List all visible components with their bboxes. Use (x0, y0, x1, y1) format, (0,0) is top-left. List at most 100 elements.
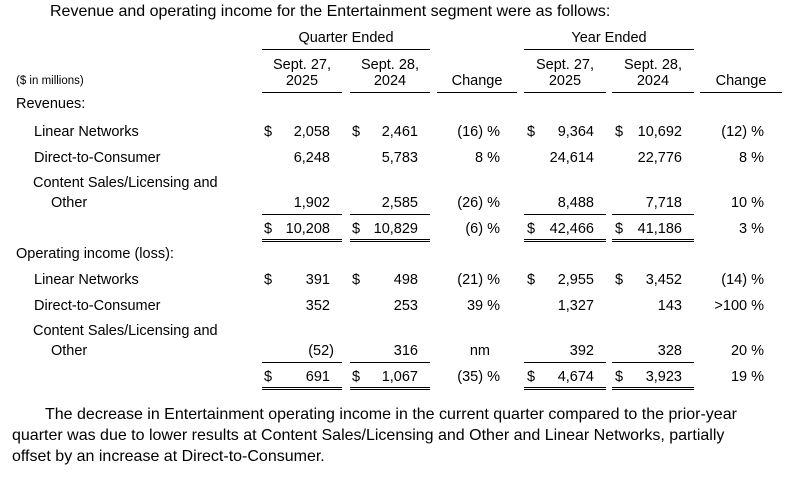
cell-y2024-total: 41,186 (637, 221, 682, 237)
cell-y2024: 143 (657, 298, 682, 314)
currency-symbol: $ (527, 124, 536, 140)
total-double-rule (350, 387, 430, 390)
col-header-y2025: Sept. 27, 2025 (535, 57, 595, 89)
cell-q2025: 2,058 (293, 124, 330, 140)
currency-symbol: $ (352, 369, 361, 385)
cell-y-change: 8 % (739, 150, 764, 166)
col-header-y2024: Sept. 28, 2024 (623, 57, 683, 89)
cell-q2025: (52) (308, 343, 334, 359)
currency-symbol: $ (264, 221, 273, 237)
cell-y-change: 20 % (730, 343, 764, 359)
subtotal-rule (524, 214, 606, 215)
paragraph-line: quarter was due to lower results at Cont… (12, 427, 725, 444)
cell-y2025: 1,327 (557, 298, 594, 314)
subtotal-rule (524, 362, 606, 363)
col-rule (350, 92, 430, 93)
cell-q2024: 498 (393, 272, 418, 288)
currency-symbol: $ (527, 272, 536, 288)
cell-q-change: (16) % (457, 124, 500, 140)
cell-y2024: 328 (657, 343, 682, 359)
cell-y2024: 7,718 (645, 195, 682, 211)
col-header-y-change: Change (715, 73, 767, 89)
row-label: Linear Networks (34, 272, 139, 288)
cell-y2025-total: 42,466 (549, 221, 594, 237)
subtotal-rule (262, 362, 342, 363)
cell-y2025-total: 4,674 (557, 369, 594, 385)
cell-y2025: 24,614 (549, 150, 594, 166)
col-header-q2024: Sept. 28, 2024 (360, 57, 420, 89)
explanatory-paragraph: The decrease in Entertainment operating … (12, 404, 787, 467)
cell-q-change-total: (6) % (465, 221, 500, 237)
currency-symbol: $ (615, 124, 624, 140)
cell-y-change: >100 % (714, 298, 764, 314)
currency-symbol: $ (527, 369, 536, 385)
col-rule (612, 92, 694, 93)
currency-symbol: $ (264, 124, 273, 140)
col-rule (437, 92, 517, 93)
cell-y2025: 8,488 (557, 195, 594, 211)
row-label: Direct-to-Consumer (34, 150, 161, 166)
cell-q2024-total: 10,829 (373, 221, 418, 237)
total-double-rule (262, 239, 342, 242)
cell-q-change: (21) % (457, 272, 500, 288)
col-rule (262, 92, 342, 93)
subtotal-rule (350, 362, 430, 363)
currency-symbol: $ (615, 272, 624, 288)
col-rule (700, 92, 782, 93)
cell-y2024: 22,776 (637, 150, 682, 166)
paragraph-line: offset by an increase at Direct-to-Consu… (12, 448, 325, 465)
year-ended-header: Year Ended (571, 30, 647, 46)
cell-y-change: (14) % (721, 272, 764, 288)
section-revenues: Revenues: (16, 96, 86, 112)
cell-q2025: 391 (305, 272, 330, 288)
cell-y2025: 9,364 (557, 124, 594, 140)
currency-symbol: $ (264, 369, 273, 385)
currency-symbol: $ (352, 221, 361, 237)
cell-q-change: (26) % (457, 195, 500, 211)
cell-q2025: 1,902 (293, 195, 330, 211)
col-header-q-change: Change (451, 73, 503, 89)
cell-q-change: 8 % (475, 150, 500, 166)
row-label: Direct-to-Consumer (34, 298, 161, 314)
cell-y2024: 10,692 (637, 124, 682, 140)
subtotal-rule (612, 362, 694, 363)
row-label: Content Sales/Licensing and (33, 323, 218, 339)
total-double-rule (524, 239, 606, 242)
cell-y-change: 10 % (730, 195, 764, 211)
cell-q-change: nm (469, 343, 490, 359)
cell-q2024: 5,783 (381, 150, 418, 166)
currency-symbol: $ (615, 369, 624, 385)
cell-y2025: 392 (569, 343, 594, 359)
row-label: Content Sales/Licensing and (33, 175, 218, 191)
currency-symbol: $ (352, 272, 361, 288)
cell-q2025: 6,248 (293, 150, 330, 166)
cell-y2025: 2,955 (557, 272, 594, 288)
currency-symbol: $ (264, 272, 273, 288)
intro-text: Revenue and operating income for the Ent… (50, 3, 611, 20)
section-operating-income: Operating income (loss): (16, 246, 174, 262)
total-double-rule (350, 239, 430, 242)
quarter-header-rule (262, 49, 430, 50)
subtotal-rule (262, 214, 342, 215)
col-rule (524, 92, 606, 93)
cell-y-change: (12) % (721, 124, 764, 140)
total-double-rule (612, 239, 694, 242)
cell-q2024-total: 1,067 (381, 369, 418, 385)
cell-q2024: 253 (393, 298, 418, 314)
currency-symbol: $ (615, 221, 624, 237)
cell-q2025-total: 10,208 (285, 221, 330, 237)
cell-y-change-total: 19 % (730, 369, 764, 385)
col-header-q2025: Sept. 27, 2025 (272, 57, 332, 89)
total-double-rule (524, 387, 606, 390)
cell-y2024-total: 3,923 (645, 369, 682, 385)
cell-q-change-total: (35) % (457, 369, 500, 385)
currency-symbol: $ (527, 221, 536, 237)
total-double-rule (612, 387, 694, 390)
quarter-ended-header: Quarter Ended (298, 30, 394, 46)
row-label-continued: Other (51, 343, 88, 359)
cell-q2024: 2,461 (381, 124, 418, 140)
cell-q2025-total: 691 (305, 369, 330, 385)
total-double-rule (262, 387, 342, 390)
cell-q2025: 352 (305, 298, 330, 314)
units-label: ($ in millions) (16, 75, 84, 87)
